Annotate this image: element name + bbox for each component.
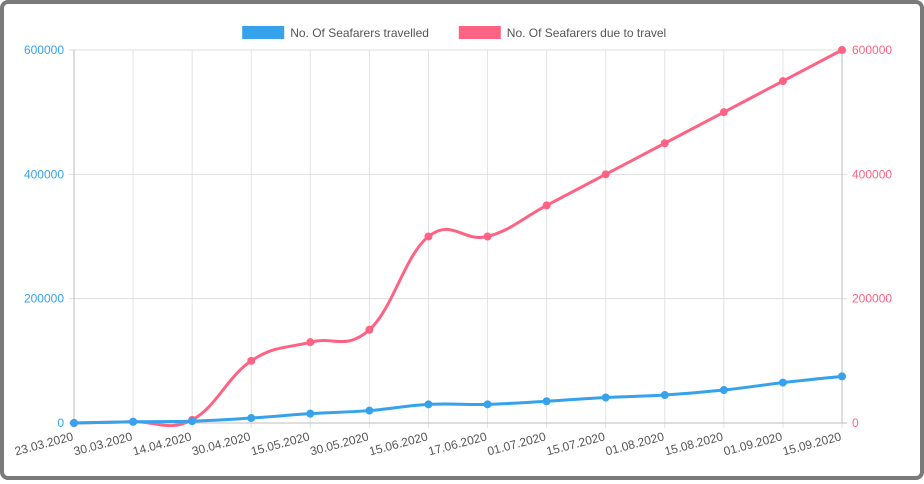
x-tick-label: 30.05.2020 [309,429,371,458]
series-layer [70,46,846,428]
data-point [129,417,138,426]
y-left-tick-label: 400000 [24,167,64,181]
data-point [660,391,669,400]
data-point [70,419,78,427]
data-point [188,417,197,426]
legend[interactable]: No. Of Seafarers travelled No. Of Seafare… [242,26,666,40]
data-point [306,409,315,418]
y-left-tick-label: 200000 [24,292,64,306]
data-point [542,201,551,210]
data-point [719,386,728,395]
y-right-tick-label: 0 [852,416,859,430]
series-1 [70,372,846,427]
data-point [424,232,433,241]
y-left-tick-label: 600000 [24,43,64,57]
grid [69,49,847,428]
y-left-tick-label: 0 [57,416,64,430]
x-tick-label: 17.06.2020 [427,429,489,458]
data-point [483,400,492,409]
x-tick-label: 23.03.2020 [13,429,75,458]
data-point [719,108,728,117]
data-point [365,406,374,415]
data-point [306,338,315,347]
legend-item[interactable]: No. Of Seafarers travelled [242,26,429,40]
legend-label: No. Of Seafarers due to travel [507,26,666,40]
data-point [365,325,374,334]
x-tick-label: 15.08.2020 [663,429,725,458]
x-tick-label: 30.04.2020 [190,429,252,458]
series-line [73,374,843,425]
x-tick-label: 01.07.2020 [486,429,548,458]
data-point [424,400,433,409]
data-point [247,414,256,423]
data-point [601,393,610,402]
line-chart: 0 200000 400000 600000 0 200000 400000 600000 23… [13,26,892,458]
series-2 [70,46,846,428]
data-point [542,397,551,406]
x-tick-label: 15.06.2020 [368,429,430,458]
legend-item[interactable]: No. Of Seafarers due to travel [458,26,666,40]
data-point [778,378,787,387]
data-point [778,77,787,86]
x-tick-label: 01.09.2020 [722,429,784,458]
data-point [838,46,846,54]
y-right-tick-label: 400000 [852,167,892,181]
x-tick-label: 01.08.2020 [604,429,666,458]
x-tick-label: 15.09.2020 [781,429,843,458]
legend-swatch [458,26,501,39]
legend-label: No. Of Seafarers travelled [290,26,429,40]
data-point [838,372,846,381]
x-tick-label: 15.05.2020 [249,429,311,458]
data-point [660,139,669,148]
data-point [247,356,256,365]
y-right-tick-label: 600000 [852,43,892,57]
series-line [73,48,843,428]
x-tick-label: 14.04.2020 [131,429,193,458]
x-tick-label: 15.07.2020 [545,429,607,458]
data-point [601,170,610,179]
data-point [483,232,492,241]
x-tick-label: 30.03.2020 [72,429,134,458]
y-right-tick-label: 200000 [852,292,892,306]
legend-swatch [242,26,285,39]
axes: 0 200000 400000 600000 0 200000 400000 600000 23… [13,43,892,458]
